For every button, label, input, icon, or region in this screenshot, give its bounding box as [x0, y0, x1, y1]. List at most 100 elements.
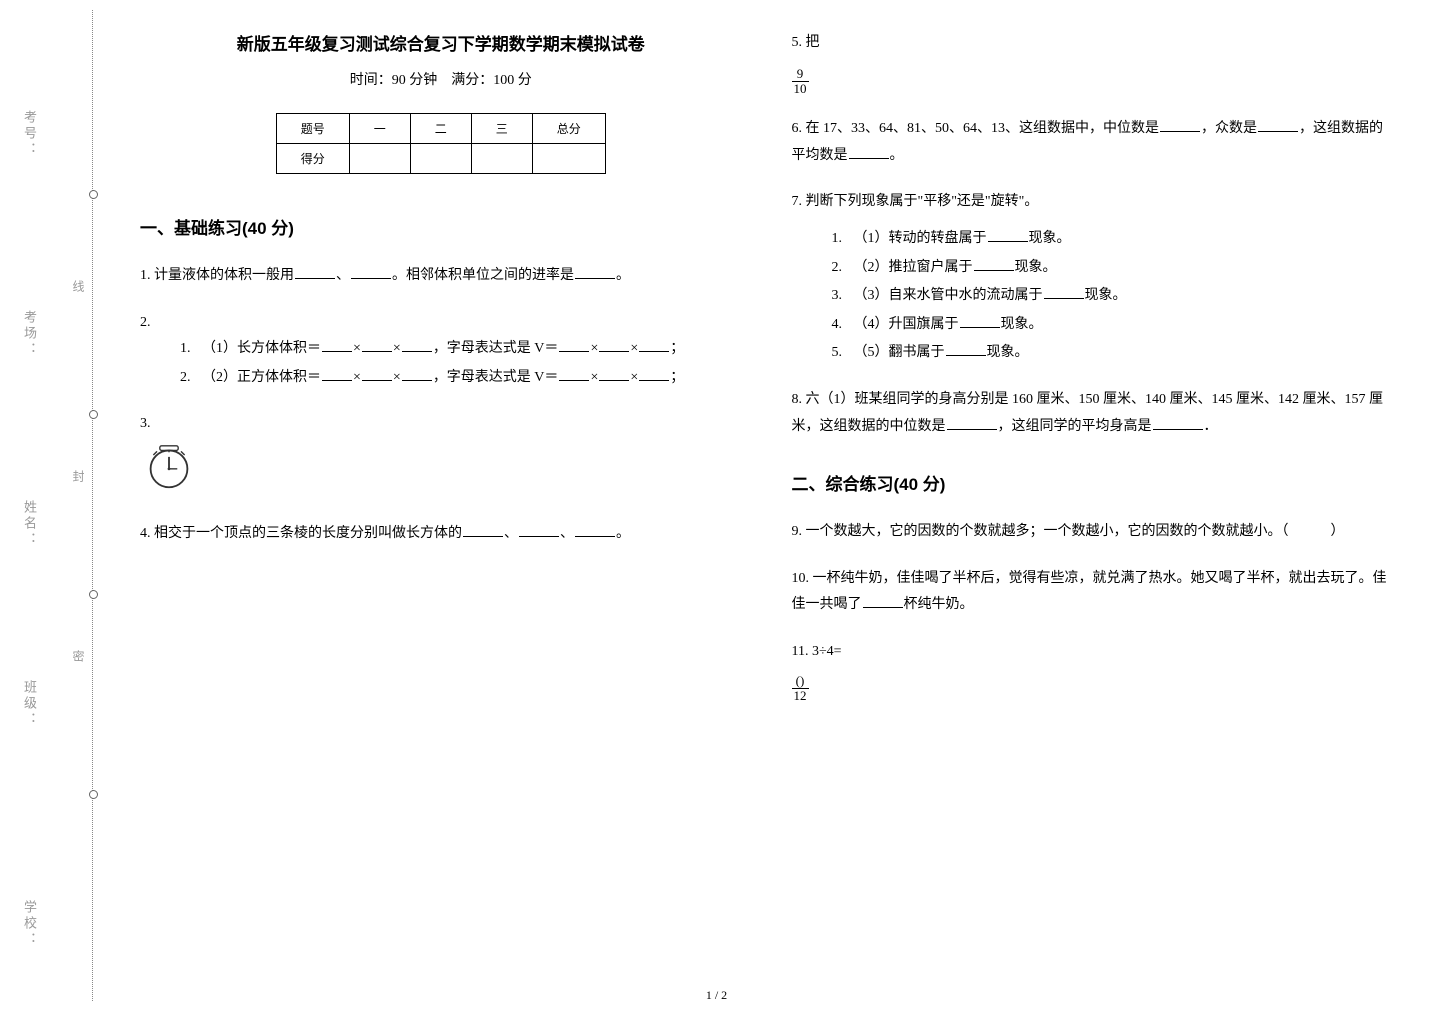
q-text: 。相邻体积单位之间的进率是 — [392, 268, 574, 283]
blank — [322, 367, 352, 381]
binding-label: 学校： — [20, 900, 39, 948]
dotted-seal-line — [92, 10, 93, 1001]
q-text: 现象。 — [1015, 260, 1057, 275]
blank — [960, 314, 1000, 328]
mul: × — [393, 370, 401, 385]
q-num: 5. — [792, 35, 803, 50]
blank — [1258, 118, 1298, 132]
q-text: ，字母表达式是 V＝ — [433, 370, 559, 385]
sub-num: 5. — [832, 340, 854, 367]
cell: 一 — [349, 114, 410, 144]
blank — [947, 416, 997, 430]
seal-char: 线 — [70, 280, 87, 302]
tail: 。 — [890, 148, 904, 163]
cell: 题号 — [276, 114, 349, 144]
q-text: 一个数越大，它的因数的个数就越多；一个数越小，它的因数的个数就越小。（ ） — [806, 524, 1345, 539]
section-heading: 一、基础练习(40 分) — [140, 214, 742, 239]
score-table: 题号 一 二 三 总分 得分 — [276, 113, 606, 174]
q-num: 8. — [792, 392, 803, 407]
page-number: 1 / 2 — [706, 988, 727, 1003]
tail: 。 — [616, 526, 630, 541]
table-row: 题号 一 二 三 总分 — [276, 114, 605, 144]
q-text: （5）翻书属于 — [854, 345, 945, 360]
cell: 得分 — [276, 144, 349, 174]
numerator: 9 — [792, 67, 809, 82]
question-7: 7. 判断下列现象属于"平移"还是"旋转"。 1.（1）转动的转盘属于现象。 2… — [792, 189, 1394, 367]
q-text: 3÷4= — [812, 644, 842, 659]
question-2: 2. 1. （1）长方体体积＝××，字母表达式是 V＝××； 2. （2）正方体… — [140, 310, 742, 392]
cell — [349, 144, 410, 174]
blank — [988, 228, 1028, 242]
q-text: （1）长方体体积＝ — [202, 341, 321, 356]
cell — [532, 144, 605, 174]
blank — [599, 338, 629, 352]
blank — [639, 338, 669, 352]
denominator: 12 — [792, 689, 809, 703]
q-text: 计量液体的体积一般用 — [154, 268, 294, 283]
time-label: 时间：90 分钟 — [350, 73, 438, 88]
binding-label: 考场： — [20, 310, 39, 358]
q-text: （3）自来水管中水的流动属于 — [854, 288, 1043, 303]
blank — [575, 265, 615, 279]
blank — [463, 523, 503, 537]
blank — [1160, 118, 1200, 132]
q-text: ，众数是 — [1201, 121, 1257, 136]
q-text: 相交于一个顶点的三条棱的长度分别叫做长方体的 — [154, 526, 462, 541]
fullscore-label: 满分：100 分 — [451, 73, 532, 88]
blank — [599, 367, 629, 381]
blank — [295, 265, 335, 279]
q-num: 11. — [792, 644, 809, 659]
q-text: 。 — [616, 268, 630, 283]
sub-num: 2. — [832, 255, 854, 282]
binding-label: 姓名： — [20, 500, 39, 548]
fraction: 9 10 — [792, 67, 809, 97]
q-num: 3. — [140, 416, 151, 431]
seal-char: 封 — [70, 470, 87, 492]
table-row: 得分 — [276, 144, 605, 174]
page-content: 新版五年级复习测试综合复习下学期数学期末模拟试卷 时间：90 分钟 满分：100… — [140, 30, 1393, 981]
sub-num: 1. — [832, 226, 854, 253]
blank — [1153, 416, 1203, 430]
mul: × — [630, 341, 638, 356]
q-num: 10. — [792, 571, 810, 586]
blank — [974, 257, 1014, 271]
cell: 三 — [471, 114, 532, 144]
blank — [639, 367, 669, 381]
q-text: 现象。 — [1001, 317, 1043, 332]
q-text: 、 — [336, 268, 350, 283]
blank — [322, 338, 352, 352]
question-4: 4. 相交于一个顶点的三条棱的长度分别叫做长方体的、、。 — [140, 521, 742, 548]
q-num: 6. — [792, 121, 803, 136]
blank — [849, 145, 889, 159]
question-3: 3. — [140, 411, 742, 500]
q-text: 杯纯牛奶。 — [904, 597, 974, 612]
seal-char: 密 — [70, 650, 87, 672]
question-1: 1. 计量液体的体积一般用、。相邻体积单位之间的进率是。 — [140, 263, 742, 290]
q-text: 现象。 — [987, 345, 1029, 360]
mul: × — [353, 370, 361, 385]
blank — [559, 367, 589, 381]
blank — [519, 523, 559, 537]
fraction: () 12 — [792, 674, 809, 704]
binding-label: 班级： — [20, 680, 39, 728]
blank — [559, 338, 589, 352]
q-text: ，这组同学的平均身高是 — [998, 419, 1152, 434]
q-text: 现象。 — [1085, 288, 1127, 303]
q-text: （2）正方体体积＝ — [202, 370, 321, 385]
q-num: 4. — [140, 526, 151, 541]
blank — [1044, 285, 1084, 299]
blank — [362, 367, 392, 381]
q-text: （1）转动的转盘属于 — [854, 231, 987, 246]
blank — [402, 367, 432, 381]
exam-title: 新版五年级复习测试综合复习下学期数学期末模拟试卷 — [140, 30, 742, 55]
q-num: 2. — [140, 315, 151, 330]
mul: × — [590, 341, 598, 356]
sub-num: 2. — [180, 365, 202, 392]
binding-label: 考号： — [20, 110, 39, 158]
question-9: 9. 一个数越大，它的因数的个数就越多；一个数越小，它的因数的个数就越小。（ ） — [792, 519, 1394, 546]
question-8: 8. 六（1）班某组同学的身高分别是 160 厘米、150 厘米、140 厘米、… — [792, 387, 1394, 440]
cell: 总分 — [532, 114, 605, 144]
q-text: 在 17、33、64、81、50、64、13、这组数据中，中位数是 — [806, 121, 1160, 136]
blank — [863, 594, 903, 608]
exam-meta: 时间：90 分钟 满分：100 分 — [140, 69, 742, 89]
